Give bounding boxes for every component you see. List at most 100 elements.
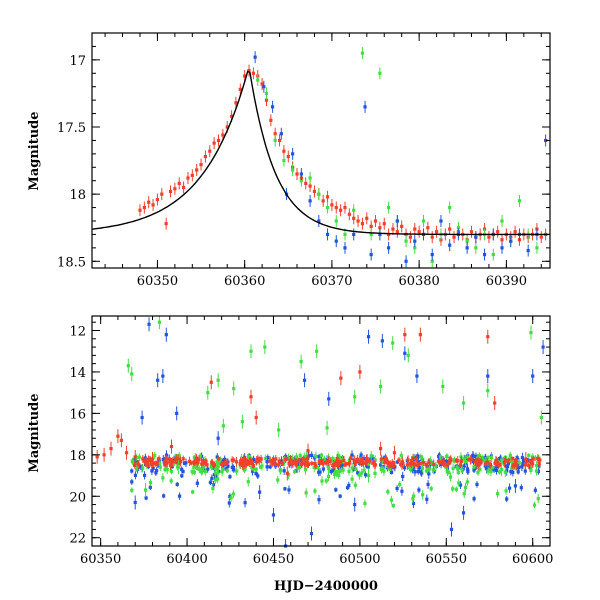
data-point-red	[308, 184, 312, 188]
data-point-blue	[175, 411, 179, 415]
data-point-blue	[516, 470, 520, 474]
data-point-green	[535, 246, 539, 250]
data-point-green	[191, 490, 195, 494]
data-point-red	[536, 457, 540, 461]
data-point-green	[430, 259, 434, 263]
data-point-red	[524, 460, 529, 464]
data-point-red	[292, 460, 296, 464]
y-tick-label: 18	[69, 449, 86, 464]
data-point-blue	[536, 469, 540, 474]
data-point-red	[137, 463, 141, 467]
data-point-red	[405, 463, 410, 467]
y-tick-label: 18.5	[57, 255, 86, 270]
data-point-blue	[509, 470, 513, 474]
data-point-red	[356, 219, 360, 223]
data-point-green	[291, 456, 295, 461]
data-point-red	[358, 370, 362, 374]
data-point-blue	[507, 486, 512, 490]
data-point-red	[426, 226, 430, 230]
data-point-red	[384, 457, 388, 461]
data-point-red	[133, 455, 137, 459]
data-point-red	[378, 226, 382, 230]
data-point-blue	[184, 461, 188, 465]
data-point-blue	[523, 469, 527, 473]
data-point-red	[150, 457, 155, 461]
data-point-red	[373, 219, 378, 223]
data-point-red	[133, 463, 137, 467]
data-point-red	[241, 463, 245, 467]
data-point-blue	[217, 469, 221, 474]
data-point-red	[493, 401, 497, 405]
data-point-red	[387, 232, 391, 237]
data-point-red	[342, 458, 346, 462]
data-point-green	[216, 471, 220, 475]
data-point-green	[532, 503, 537, 507]
data-point-green	[412, 494, 416, 498]
x-tick-label: 60370	[311, 274, 352, 289]
data-point-red	[448, 227, 452, 231]
data-point-blue	[417, 488, 421, 492]
data-point-red	[194, 456, 199, 461]
y-tick-label: 16	[69, 407, 86, 422]
data-point-red	[287, 461, 291, 466]
data-point-red	[163, 462, 167, 466]
data-point-green	[419, 454, 423, 459]
data-point-green	[457, 481, 461, 485]
data-point-blue	[541, 345, 545, 349]
data-point-red	[142, 205, 146, 210]
data-point-red	[164, 457, 168, 461]
data-point-green	[220, 470, 224, 474]
data-point-red	[319, 459, 324, 463]
data-point-red	[232, 458, 236, 462]
data-point-blue	[472, 468, 476, 472]
data-point-blue	[474, 454, 478, 459]
data-point-red	[305, 463, 309, 467]
data-point-red	[175, 460, 179, 464]
data-point-red	[268, 459, 272, 463]
data-point-green	[399, 453, 403, 458]
data-point-green	[369, 232, 373, 237]
data-point-green	[198, 454, 202, 458]
data-point-green	[325, 205, 330, 210]
data-point-green	[334, 472, 338, 476]
data-point-green	[465, 239, 469, 243]
data-point-red	[217, 457, 221, 461]
data-point-green	[510, 466, 514, 470]
data-point-red	[452, 235, 456, 239]
data-point-green	[312, 465, 316, 470]
data-point-green	[454, 487, 458, 491]
data-point-red	[421, 461, 425, 465]
data-point-green	[295, 466, 300, 470]
data-point-red	[403, 333, 407, 337]
data-point-red	[424, 463, 428, 467]
data-point-green	[263, 456, 267, 461]
data-point-blue	[366, 335, 371, 339]
data-point-green	[486, 388, 490, 393]
data-point-blue	[133, 500, 137, 505]
data-point-red	[119, 438, 123, 442]
data-point-blue	[206, 467, 210, 471]
data-point-red	[494, 459, 498, 463]
data-point-red	[303, 461, 307, 466]
data-point-blue	[427, 472, 431, 476]
data-point-red	[250, 462, 255, 466]
data-point-blue	[449, 527, 454, 532]
data-point-red	[388, 461, 392, 465]
data-point-red	[116, 434, 120, 438]
data-point-green	[199, 470, 204, 474]
data-point-red	[373, 462, 377, 467]
data-point-red	[328, 459, 332, 463]
data-point-red	[527, 463, 531, 468]
data-point-blue	[155, 468, 159, 473]
data-point-red	[447, 461, 451, 465]
data-point-green	[341, 468, 345, 472]
data-point-blue	[216, 436, 220, 440]
data-point-blue	[223, 457, 227, 461]
data-point-red	[343, 463, 347, 467]
data-point-green	[221, 424, 225, 428]
data-point-red	[251, 464, 256, 468]
data-point-green	[406, 353, 410, 357]
data-point-red	[177, 459, 182, 463]
data-point-red	[343, 205, 347, 210]
data-point-blue	[426, 482, 430, 487]
